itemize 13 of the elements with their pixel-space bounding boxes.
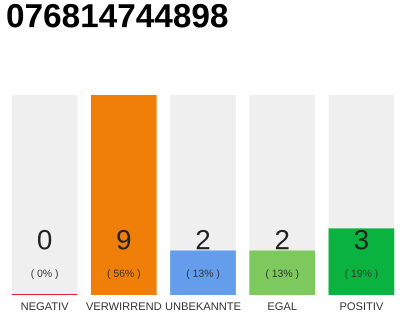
x-tick-label: VERWIRREND bbox=[86, 302, 162, 310]
data-label: 2 ( 13% ) bbox=[186, 230, 220, 279]
bar bbox=[249, 250, 316, 295]
data-label: 3 ( 19% ) bbox=[345, 230, 378, 279]
chart-title: 076814744898 bbox=[7, 4, 228, 28]
x-tick-label: UNBEKANNTE bbox=[166, 302, 240, 310]
data-label: 0 ( 0% ) bbox=[31, 230, 58, 279]
data-label: 9 ( 56% ) bbox=[108, 230, 140, 279]
bar bbox=[170, 250, 236, 295]
x-tick-label: EGAL bbox=[268, 302, 297, 310]
data-label: 2 ( 13% ) bbox=[266, 230, 298, 279]
x-tick-label: POSITIV bbox=[340, 302, 384, 310]
x-tick-label: NEGATIV bbox=[22, 302, 69, 310]
